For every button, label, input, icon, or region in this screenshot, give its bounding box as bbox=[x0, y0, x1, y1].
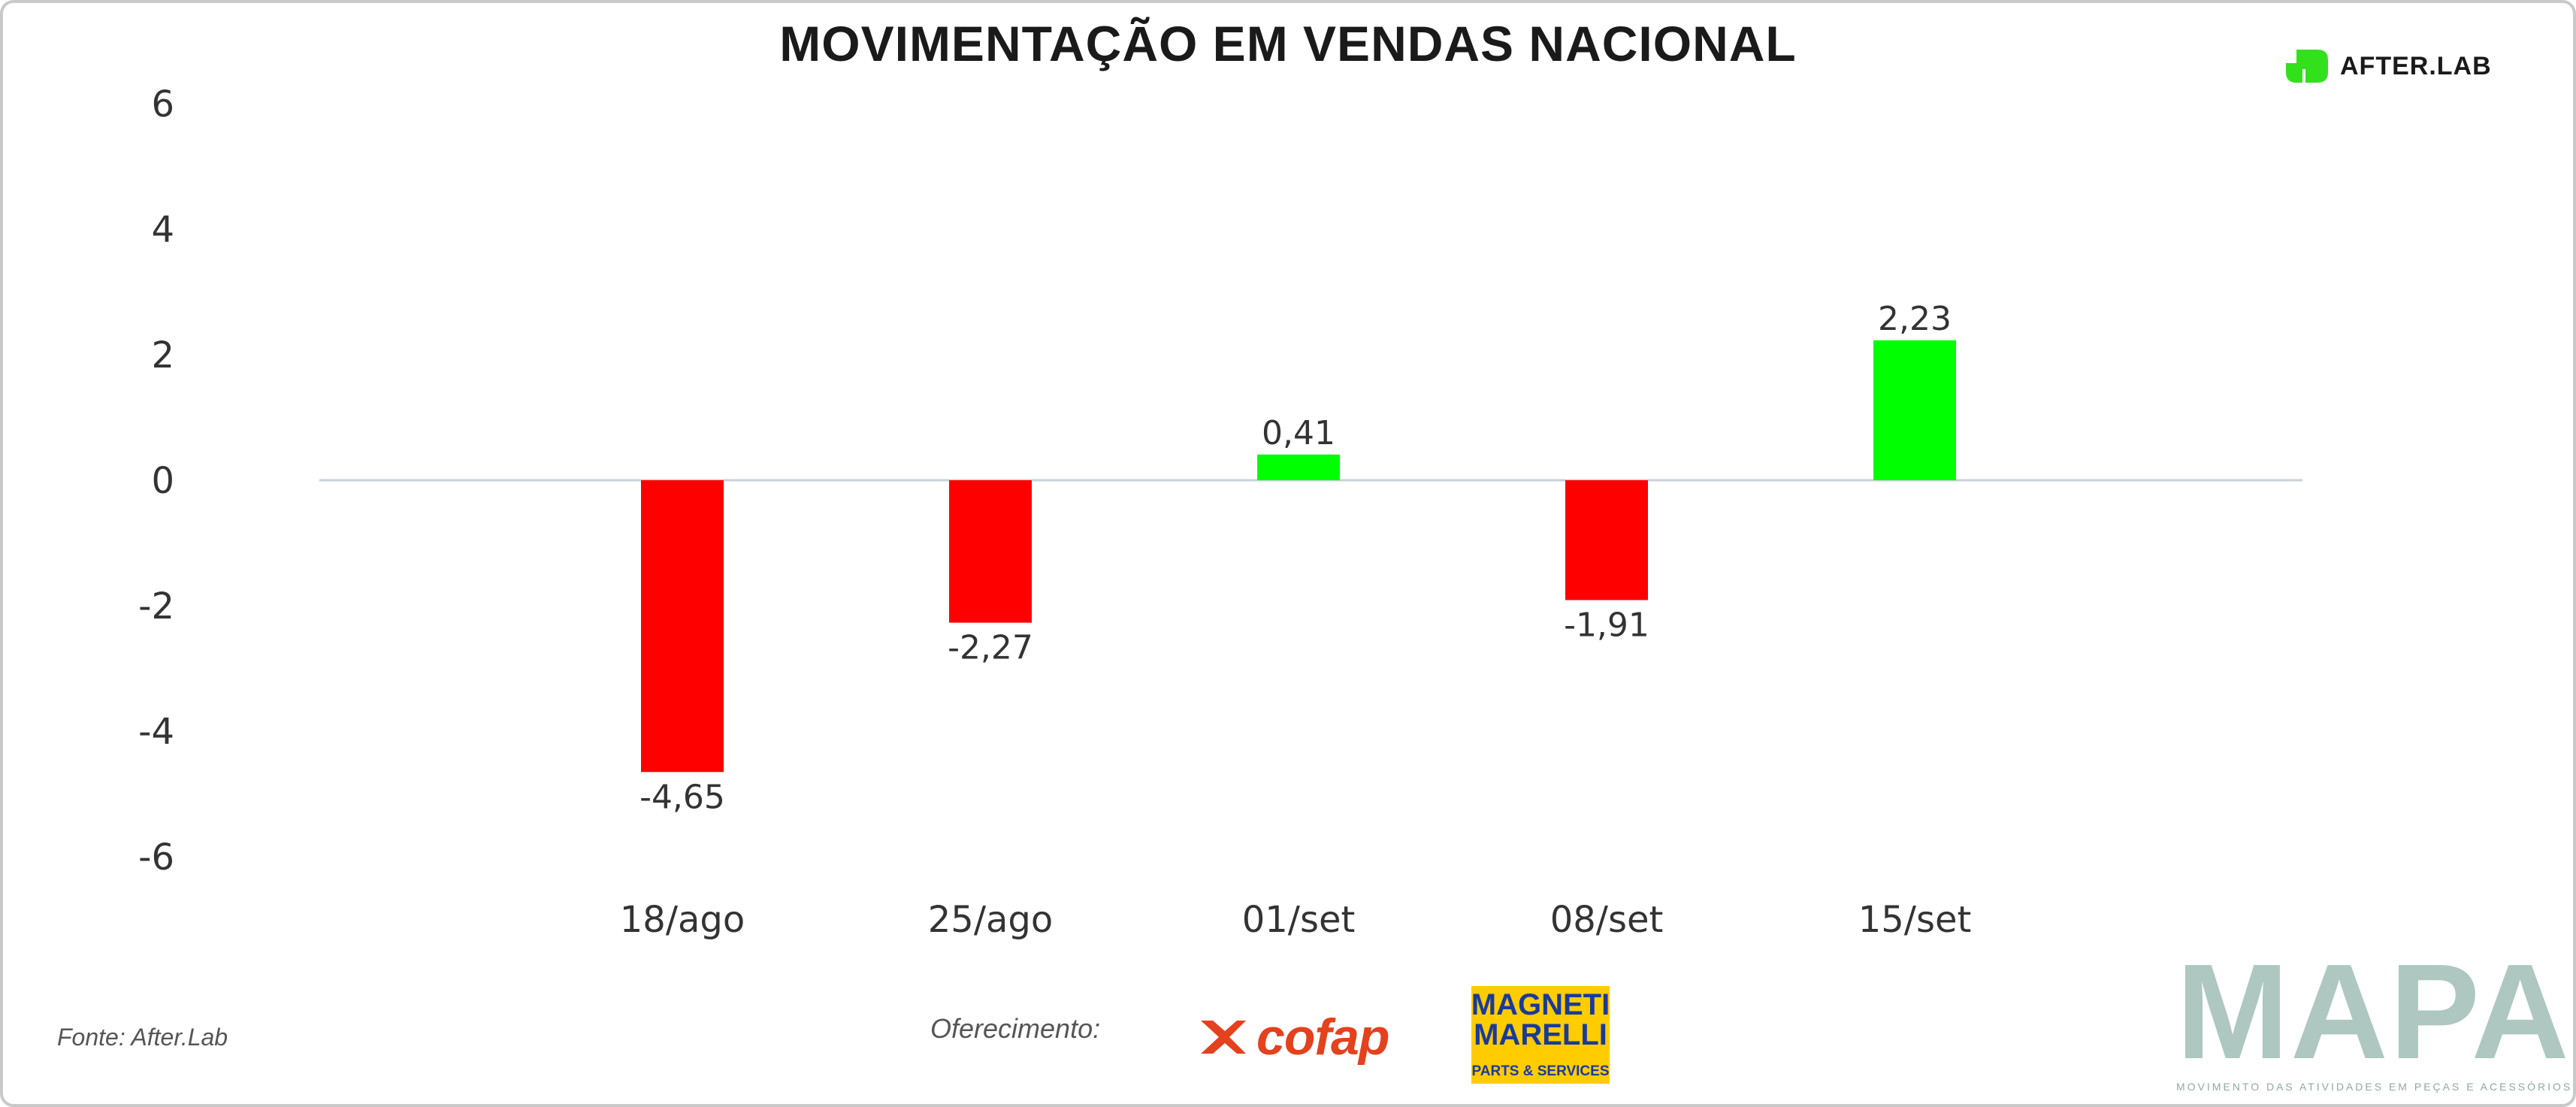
x-tick-label: 18/ago bbox=[620, 899, 745, 941]
bar-25-ago bbox=[949, 480, 1032, 623]
sponsor-label: Oferecimento: bbox=[930, 1013, 1101, 1044]
x-tick-label: 01/set bbox=[1242, 899, 1356, 941]
mapa-logo: MAPA MOVIMENTO DAS ATIVIDADES EM PEÇAS E… bbox=[2176, 936, 2573, 1093]
y-axis: 6 4 2 0 -2 -4 -6 bbox=[138, 83, 174, 879]
afterlab-icon bbox=[2286, 50, 2328, 83]
cofap-x-icon bbox=[1201, 1021, 1246, 1054]
y-tick-label: -4 bbox=[138, 711, 174, 753]
chart-title: MOVIMENTAÇÃO EM VENDAS NACIONAL bbox=[779, 16, 1797, 71]
x-tick-label: 25/ago bbox=[928, 899, 1054, 941]
y-tick-label: 2 bbox=[151, 334, 174, 377]
data-label: -2,27 bbox=[948, 629, 1033, 667]
bars-group bbox=[641, 340, 1956, 773]
y-tick-label: -6 bbox=[138, 836, 174, 879]
magneti-line1: MAGNETI bbox=[1471, 988, 1610, 1021]
x-axis: 18/ago 25/ago 01/set 08/set 15/set bbox=[620, 899, 1972, 941]
cofap-logo: cofap bbox=[1196, 1007, 1389, 1067]
value-labels: -4,65 -2,27 0,41 -1,91 2,23 bbox=[639, 300, 1952, 816]
cofap-label: cofap bbox=[1256, 1009, 1389, 1066]
data-label: -4,65 bbox=[639, 778, 725, 816]
magneti-marelli-logo: MAGNETI MARELLI PARTS & SERVICES bbox=[1471, 986, 1610, 1084]
data-label: 0,41 bbox=[1262, 414, 1335, 452]
y-tick-label: 6 bbox=[151, 83, 174, 126]
bar-15-set bbox=[1873, 340, 1956, 480]
y-tick-label: 4 bbox=[151, 209, 174, 251]
magneti-sub: PARTS & SERVICES bbox=[1471, 1063, 1610, 1079]
bar-18-ago bbox=[641, 480, 724, 773]
data-label: 2,23 bbox=[1878, 300, 1952, 338]
mapa-subtitle: MOVIMENTO DAS ATIVIDADES EM PEÇAS E ACES… bbox=[2176, 1081, 2573, 1093]
magneti-line2: MARELLI bbox=[1474, 1018, 1607, 1051]
mapa-label: MAPA bbox=[2176, 936, 2571, 1087]
bar-08-set bbox=[1565, 480, 1648, 600]
x-tick-label: 08/set bbox=[1550, 899, 1664, 941]
afterlab-label: AFTER.LAB bbox=[2340, 51, 2492, 80]
source-note: Fonte: After.Lab bbox=[57, 1024, 228, 1051]
afterlab-logo: AFTER.LAB bbox=[2283, 45, 2492, 87]
y-tick-label: -2 bbox=[138, 585, 174, 628]
y-tick-label: 0 bbox=[151, 460, 174, 502]
bar-01-set bbox=[1257, 454, 1340, 480]
x-tick-label: 15/set bbox=[1858, 899, 1972, 941]
data-label: -1,91 bbox=[1564, 606, 1649, 644]
